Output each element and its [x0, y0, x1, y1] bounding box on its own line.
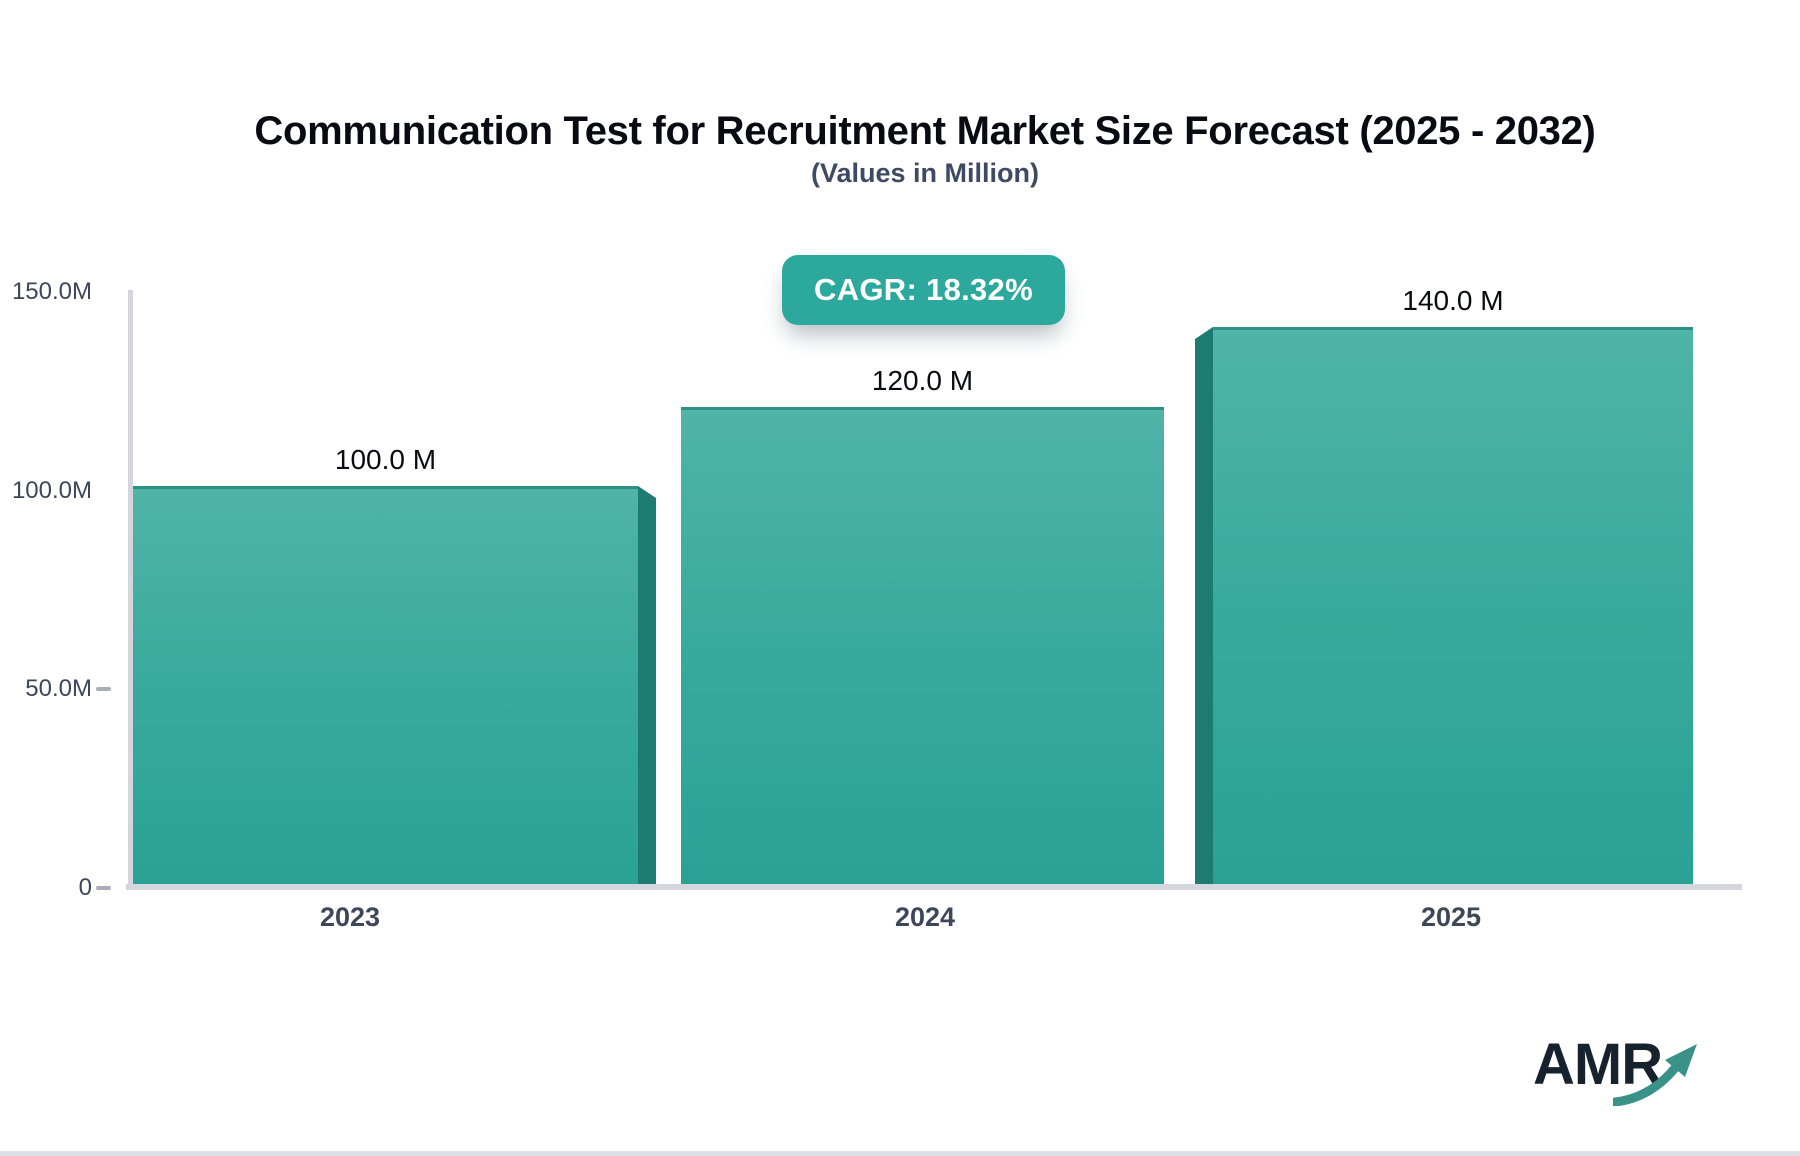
y-tick-label-0: 0 [78, 874, 92, 901]
y-tick-label-100.0M: 100.0M [11, 476, 92, 504]
bottom-edge-line [0, 1151, 1800, 1156]
bar-value-label-2024: 120.0 M [871, 365, 974, 396]
x-tick-label-2025: 2025 [1420, 902, 1482, 932]
bar-value-label-2025: 140.0 M [1402, 285, 1504, 316]
y-tick-label-150.0M: 150.0M [11, 277, 92, 305]
y-tick-dash [96, 886, 111, 890]
cagr-badge: CAGR: 18.32% [782, 255, 1065, 325]
chart-title: Communication Test for Recruitment Marke… [254, 109, 1596, 153]
chart-subtitle: (Values in Million) [810, 158, 1040, 188]
bar-value-label-2023: 100.0 M [334, 444, 437, 475]
y-axis-line [128, 290, 133, 884]
bar-side-3d-2023 [638, 486, 656, 884]
amr-logo-text: AMR [1533, 1032, 1663, 1097]
bar-side-3d-2025 [1195, 327, 1213, 884]
cagr-badge-label: CAGR: 18.32% [814, 272, 1033, 307]
amr-logo: AMR [1533, 1030, 1733, 1126]
x-tick-label-2023: 2023 [319, 902, 381, 932]
x-tick-label-2024: 2024 [894, 902, 956, 932]
bar-2025 [1213, 327, 1693, 884]
y-tick-label-50.0M: 50.0M [25, 675, 92, 703]
y-tick-dash [96, 687, 111, 692]
bar-2023 [133, 486, 638, 884]
growth-arrow-icon [1613, 1044, 1697, 1106]
x-axis-line [126, 884, 1742, 890]
bar-2024 [681, 407, 1164, 884]
